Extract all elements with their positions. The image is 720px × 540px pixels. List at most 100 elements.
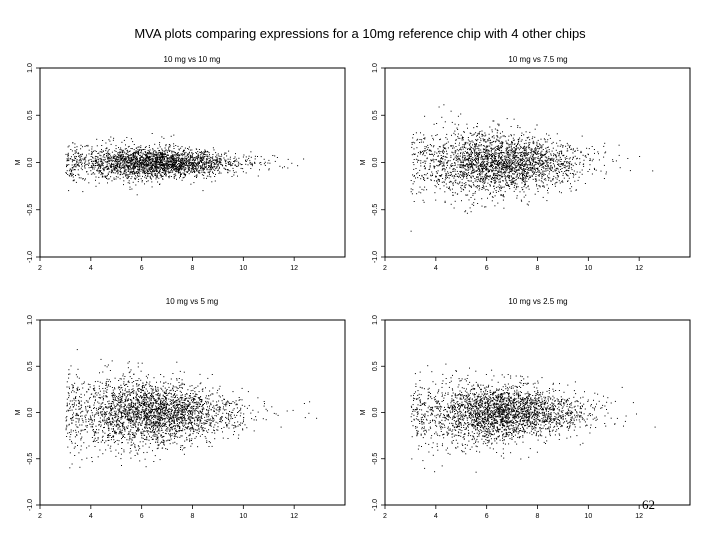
data-point [491,167,493,168]
data-point [104,153,105,155]
data-point [183,176,185,178]
data-point [177,167,179,169]
data-point [232,163,234,164]
data-point [521,172,522,174]
data-point [155,169,157,171]
data-point [138,161,140,163]
data-point [110,143,112,145]
data-point [463,146,465,148]
data-point [446,162,448,164]
data-point [502,176,503,178]
data-point [468,155,470,157]
data-point [490,168,492,170]
data-point [138,161,140,163]
data-point [469,207,471,209]
data-point [152,156,154,158]
data-point [517,172,519,174]
data-point [99,165,101,167]
data-point [527,171,528,173]
data-point [172,150,174,152]
data-point [152,149,154,151]
data-point [161,159,163,161]
data-point [188,163,190,165]
data-point [468,160,470,162]
data-point [472,167,474,169]
data-point [197,151,199,153]
data-point [498,139,500,141]
data-point [140,145,142,147]
data-point [428,150,430,152]
data-point [190,156,192,158]
data-point [497,157,499,159]
data-point [499,188,501,190]
data-point [99,167,101,169]
data-point [524,184,526,186]
data-point [572,148,574,150]
data-point [212,156,214,158]
data-point [502,142,503,144]
data-point [177,157,179,159]
data-point [521,156,523,157]
data-point [80,148,82,150]
data-point [237,165,239,167]
data-point [477,165,479,167]
data-point [542,149,544,150]
data-point [81,162,83,164]
data-point [168,151,170,152]
data-point [589,164,591,166]
data-point [439,188,441,190]
data-point [165,173,167,175]
data-point [169,150,171,151]
data-point [124,158,126,160]
data-point [518,141,519,143]
data-point [497,146,499,148]
data-point [499,181,501,183]
data-point [175,153,177,155]
data-point [185,167,187,169]
data-point [84,157,86,159]
data-point [486,177,488,179]
data-point [188,169,190,171]
data-point [107,161,109,163]
data-point [219,166,220,168]
data-point [115,178,117,180]
data-point [526,172,528,174]
data-point [456,149,458,151]
data-point [177,160,179,162]
data-point [211,166,213,168]
data-point [466,173,468,175]
data-point [459,166,461,168]
data-point [228,150,230,152]
data-point [471,171,473,173]
data-point [535,148,537,150]
data-point [145,164,147,166]
data-point [133,167,135,169]
data-point [105,161,107,163]
data-point [77,173,79,175]
data-point [422,177,424,178]
data-point [151,171,153,173]
data-point [171,169,172,170]
data-point [188,146,190,148]
data-point [157,163,159,165]
data-point [151,154,153,156]
data-point [433,165,435,167]
data-point [154,154,156,156]
data-point [163,150,165,152]
data-point [475,148,477,150]
data-point [127,174,129,176]
data-point [120,174,122,175]
data-point [589,160,591,161]
data-point [454,130,456,132]
data-point [187,148,188,149]
data-point [135,167,136,169]
data-point [528,153,530,155]
data-point [112,160,114,162]
data-point [80,154,82,155]
data-point [472,194,474,196]
data-point [209,154,210,156]
data-point [469,166,471,168]
data-point [451,151,453,153]
data-point [559,140,561,142]
data-point [181,153,183,155]
